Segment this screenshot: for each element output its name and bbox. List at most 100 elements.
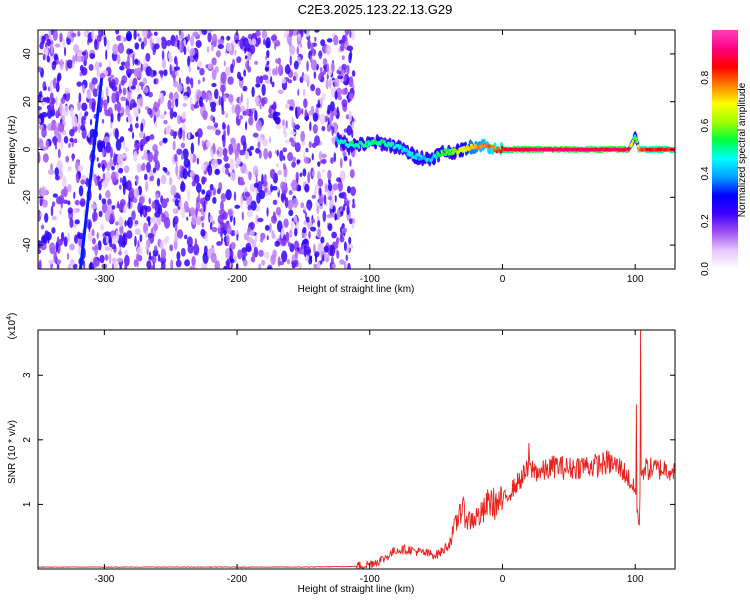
noise-cell	[201, 207, 204, 216]
noise-cell	[122, 233, 125, 245]
noise-cell	[202, 77, 205, 82]
noise-cell	[166, 197, 169, 203]
noise-cell	[154, 160, 161, 171]
colorbar-label: Normalized spectral amplitude	[737, 82, 748, 217]
noise-cell	[110, 112, 114, 123]
noise-cell	[320, 159, 327, 164]
noise-cell	[329, 244, 336, 257]
noise-cell	[157, 204, 163, 215]
noise-cell	[104, 109, 111, 117]
noise-cell	[287, 199, 294, 210]
noise-cell	[317, 220, 321, 228]
noise-cell	[292, 75, 296, 82]
noise-cell	[124, 220, 127, 227]
signal-cell	[357, 145, 361, 149]
noise-cell	[222, 122, 226, 130]
noise-cell	[337, 180, 343, 192]
noise-cell	[209, 221, 213, 231]
noise-cell	[212, 142, 216, 155]
signal-cell	[416, 152, 420, 157]
noise-cell	[171, 98, 175, 110]
noise-cell	[63, 186, 68, 198]
noise-cell	[310, 83, 316, 92]
y-tick-label: 3	[22, 372, 33, 378]
noise-cell	[51, 201, 56, 208]
noise-cell	[201, 262, 206, 269]
noise-cell	[129, 68, 136, 74]
noise-cell	[267, 114, 275, 119]
noise-cell	[57, 148, 61, 159]
noise-cell	[294, 106, 298, 118]
noise-cell	[230, 63, 234, 74]
signal-cell	[407, 150, 411, 154]
noise-cell	[120, 96, 127, 102]
noise-cell	[249, 229, 255, 237]
noise-cell	[176, 148, 183, 155]
noise-cell	[249, 145, 255, 151]
noise-cell	[175, 164, 179, 177]
noise-cell	[153, 101, 159, 112]
noise-cell	[317, 228, 321, 238]
noise-cell	[174, 71, 179, 77]
noise-cell	[169, 92, 174, 100]
noise-cell	[332, 205, 336, 213]
noise-cell	[77, 164, 84, 172]
noise-cell	[340, 43, 345, 52]
noise-cell	[220, 200, 224, 212]
noise-cell	[272, 101, 277, 112]
noise-cell	[268, 105, 272, 116]
noise-cell	[302, 226, 307, 234]
noise-cell	[180, 247, 186, 257]
noise-cell	[327, 223, 333, 231]
noise-cell	[270, 35, 277, 41]
noise-cell	[187, 244, 194, 254]
noise-cell	[231, 104, 236, 114]
noise-cell	[101, 198, 107, 205]
noise-cell	[343, 241, 347, 252]
signal-cell	[378, 142, 382, 146]
noise-cell	[206, 125, 213, 130]
noise-cell	[284, 131, 288, 139]
noise-cell	[341, 227, 348, 234]
noise-cell	[240, 197, 243, 209]
noise-cell	[188, 66, 191, 73]
noise-cell	[341, 63, 347, 70]
noise-cell	[91, 77, 98, 85]
noise-cell	[176, 229, 184, 239]
noise-cell	[89, 53, 96, 60]
noise-cell	[249, 221, 255, 230]
noise-cell	[151, 201, 156, 209]
noise-cell	[84, 111, 89, 117]
noise-cell	[308, 203, 311, 210]
noise-cell	[259, 104, 262, 110]
noise-cell	[226, 42, 232, 52]
noise-cell	[271, 68, 277, 76]
signal-cell	[382, 140, 386, 144]
noise-cell	[109, 253, 112, 265]
noise-cell	[162, 138, 168, 144]
noise-cell	[189, 151, 194, 163]
noise-cell	[52, 193, 58, 198]
noise-cell	[182, 95, 188, 101]
noise-cell	[45, 139, 49, 150]
noise-cell	[55, 82, 60, 93]
noise-cell	[314, 36, 317, 42]
noise-cell	[313, 263, 319, 269]
noise-cell	[139, 234, 143, 243]
noise-cell	[106, 39, 110, 52]
noise-cell	[53, 126, 60, 137]
noise-cell	[251, 239, 257, 248]
snr-x-ticks: -300 -200 -100 0 100	[94, 330, 644, 585]
noise-cell	[45, 232, 52, 241]
noise-cell	[71, 153, 75, 162]
noise-cell	[284, 196, 289, 209]
x-tick-label: 0	[500, 574, 506, 585]
noise-cell	[153, 70, 157, 77]
noise-cell	[113, 152, 116, 164]
noise-cell	[60, 138, 64, 150]
noise-cell	[141, 155, 145, 160]
noise-cell	[161, 38, 168, 50]
noise-cell	[180, 142, 185, 149]
noise-cell	[214, 88, 219, 100]
snr-multiplier-label: (x104)	[6, 313, 18, 340]
